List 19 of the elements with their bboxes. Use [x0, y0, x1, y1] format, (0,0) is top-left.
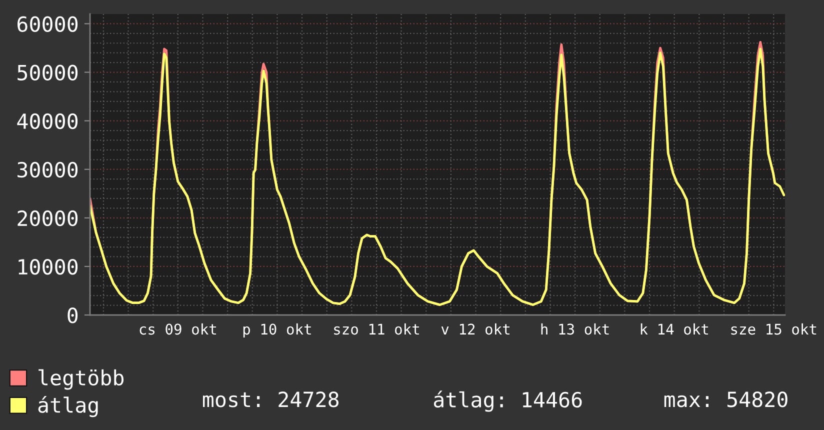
- x-tick-label: sze 15 okt: [731, 323, 816, 335]
- text: most: 24728: [202, 392, 339, 408]
- text: átlag: 14466: [434, 390, 582, 412]
- x-tick-label: h 13 okt: [541, 323, 609, 335]
- y-tick-label: 10000: [18, 258, 78, 275]
- y-tick-label: 60000: [18, 16, 78, 32]
- y-tick-label: 0: [68, 308, 78, 324]
- text: max: 54820: [664, 392, 788, 408]
- x-tick-label: v 12 okt: [441, 323, 510, 335]
- y-tick-label: 40000: [17, 113, 78, 130]
- legend-label: legtöbb: [38, 369, 124, 390]
- x-tick-label: szo 11 okt: [334, 323, 419, 335]
- y-tick-label: 20000: [18, 210, 78, 226]
- y-tick-label: 30000: [18, 162, 78, 178]
- x-tick-label: k 14 okt: [640, 323, 708, 335]
- legend-label: átlag: [38, 396, 98, 418]
- y-tick-label: 50000: [18, 64, 78, 81]
- x-tick-label: p 10 okt: [243, 323, 311, 338]
- x-tick-label: cs 09 okt: [140, 323, 216, 335]
